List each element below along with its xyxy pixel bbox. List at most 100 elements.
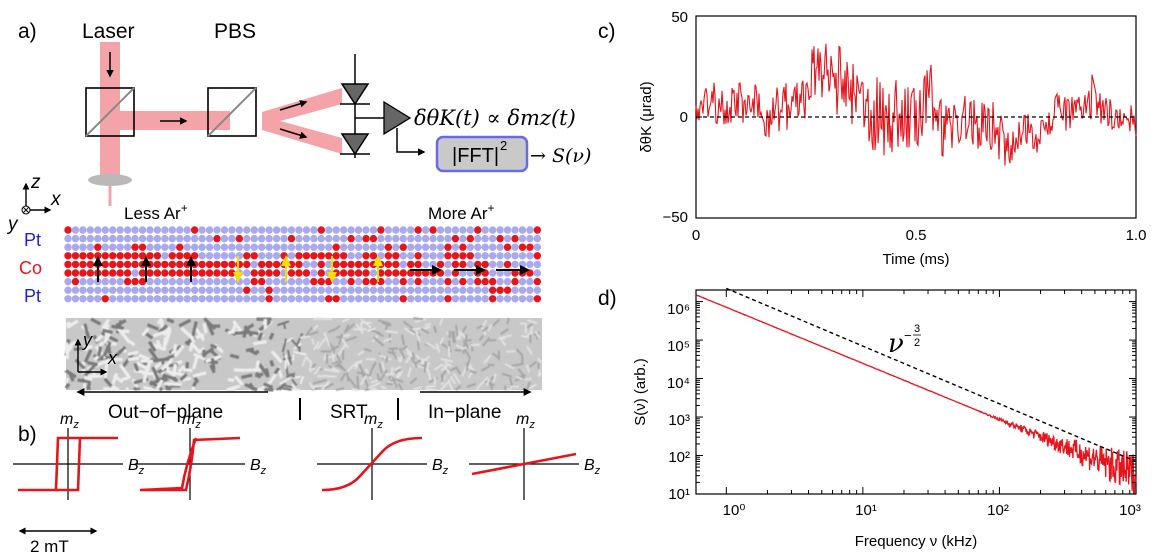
lattice-atom [310, 234, 318, 243]
lattice-atom [295, 226, 303, 234]
lattice-atom [310, 226, 318, 234]
domain-texture [142, 367, 149, 383]
lattice-atom [533, 277, 542, 286]
lattice-atom [220, 226, 229, 234]
domain-texture [390, 367, 394, 375]
lattice-atom [94, 243, 102, 251]
lattice-atom [71, 234, 80, 243]
lattice-atom [332, 243, 340, 251]
lattice-atom [205, 269, 214, 277]
lattice-atom [347, 269, 355, 277]
lattice-atom [488, 277, 497, 286]
lattice-atom [369, 286, 378, 294]
lattice-atom [369, 234, 378, 243]
domain-texture [147, 340, 157, 352]
xtick-1e2: 10² [987, 502, 1009, 519]
spectrum-label: → S(ν) [530, 145, 591, 167]
lattice-atom [71, 286, 80, 294]
lattice-atom [146, 260, 154, 269]
lattice-atom [287, 234, 296, 243]
lattice-atom [109, 277, 117, 286]
domain-texture [102, 386, 116, 392]
domain-texture [312, 324, 319, 331]
domain-texture [125, 387, 130, 391]
domain-texture [504, 363, 515, 370]
lattice-atom [71, 269, 80, 277]
ytick-1e1: 10¹ [668, 486, 690, 503]
lattice-atom [161, 277, 169, 286]
lattice-atom [64, 286, 72, 294]
domain-texture [356, 375, 360, 390]
lattice-atom [503, 277, 512, 286]
lattice-atom [414, 243, 422, 251]
lattice-atom [481, 286, 489, 294]
domain-texture [439, 337, 445, 345]
domain-texture [65, 340, 77, 350]
domain-texture [367, 381, 381, 390]
lattice-atom [109, 295, 117, 303]
lattice-atom [265, 295, 273, 303]
domain-texture [152, 357, 170, 363]
lattice-atom [481, 295, 489, 303]
lattice-atom [109, 226, 117, 234]
lattice-atom [258, 286, 266, 294]
lattice-atom [384, 277, 393, 286]
domain-texture [411, 352, 416, 360]
lattice-atom [436, 226, 445, 234]
domain-texture [268, 332, 275, 340]
lattice-atom [168, 286, 176, 294]
domain-texture [476, 324, 484, 330]
lattice-atom [153, 252, 162, 260]
lattice-atom [377, 226, 385, 234]
lattice-atom [183, 243, 191, 251]
domain-texture [257, 332, 264, 341]
yellow-arrowheads [233, 255, 383, 283]
lattice-atom [310, 252, 318, 260]
domain-texture [229, 353, 240, 360]
lattice-atom [183, 260, 191, 269]
lattice-atom [339, 286, 348, 294]
lattice-atom [123, 286, 132, 294]
lattice-atom [101, 243, 109, 251]
domain-texture [336, 335, 344, 339]
lattice-atom [280, 286, 288, 294]
lattice-atom [265, 286, 273, 294]
lattice-atom [228, 277, 236, 286]
lattice-atom [228, 226, 236, 234]
lattice-atom [384, 295, 393, 303]
domain-texture [386, 382, 394, 386]
lattice-atom [235, 260, 244, 269]
lattice-atom [153, 260, 162, 269]
lattice-atom [459, 286, 467, 294]
kerr-trace [695, 43, 1137, 166]
panel-c: c) 50 0 −50 0 0.5 1.0 Time (ms) δθK (μra… [598, 9, 1146, 268]
atomic-lattice [64, 226, 542, 303]
domain-texture [409, 377, 418, 385]
lattice-atom [86, 260, 95, 269]
lattice-atom [347, 295, 355, 303]
lattice-atom [474, 252, 482, 260]
domain-texture [401, 345, 408, 351]
svg-text:mz: mz [516, 411, 535, 431]
lattice-atom [354, 252, 363, 260]
layer-pt-bottom: Pt [24, 286, 41, 306]
domain-texture [102, 332, 112, 344]
domain-texture [487, 323, 493, 332]
lattice-atom [421, 277, 430, 286]
domain-texture [440, 342, 450, 350]
domain-texture [420, 358, 428, 362]
lattice-atom [258, 226, 266, 234]
lattice-atom [79, 286, 87, 294]
domain-texture [481, 326, 489, 333]
lattice-atom [399, 234, 407, 243]
lattice-atom [131, 286, 139, 294]
domain-texture [162, 372, 179, 383]
lattice-atom [503, 286, 512, 294]
lattice-atom [228, 243, 236, 251]
domain-texture [172, 343, 178, 354]
domain-texture [516, 375, 523, 381]
domain-texture [484, 380, 495, 387]
svg-text:mz: mz [60, 411, 79, 431]
domain-texture [284, 354, 291, 366]
lattice-atom [392, 269, 400, 277]
